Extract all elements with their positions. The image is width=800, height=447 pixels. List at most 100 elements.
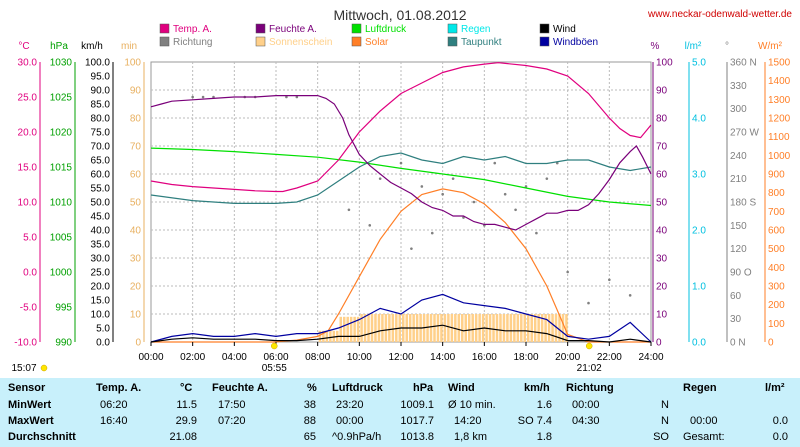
axis-tick-label: 990: [55, 338, 72, 349]
axis-tick-label: 30.0: [18, 58, 38, 69]
sunshine-bar: [353, 316, 356, 342]
sunshine-bar: [561, 314, 565, 342]
header-direction: Richtung: [566, 382, 614, 394]
direction-point: [285, 95, 288, 99]
sunshine-bar: [537, 314, 540, 342]
site-url[interactable]: www.neckar-odenwald-wetter.de: [647, 9, 792, 20]
sunshine-bar: [322, 330, 325, 342]
sunshine-bar: [360, 314, 363, 342]
sunshine-bar: [433, 314, 436, 342]
sunshine-bar: [367, 314, 370, 342]
table-row-max: MaxWert 16:40 29.9 07:20 88 00:00 1017.7…: [0, 414, 800, 429]
axis-tick-label: 25.0: [91, 268, 111, 279]
direction-point: [545, 177, 549, 180]
sunshine-bar: [533, 314, 537, 342]
cell: 1.6: [536, 399, 552, 411]
sunshine-bar: [474, 314, 478, 342]
sunshine-bar: [391, 314, 395, 342]
axis-tick-label: 150: [730, 221, 747, 232]
axis-tick-label: 0.0: [96, 338, 110, 349]
direction-point: [191, 95, 194, 99]
table-row-min: MinWert 06:20 11.5 17:50 38 23:20 1009.1…: [0, 398, 800, 413]
plot-grid: [151, 62, 651, 342]
sunshine-bar: [457, 314, 461, 342]
sunshine-bar: [332, 330, 336, 342]
sunshine-bar: [499, 314, 502, 342]
axis-tick-label: 40.0: [91, 226, 111, 237]
direction-point: [503, 192, 507, 196]
legend-label: Taupunkt: [461, 37, 502, 48]
series-line: [150, 95, 652, 231]
axis-tick-label: 400: [768, 263, 785, 274]
legend-swatch: [539, 36, 550, 47]
table-header-row: Sensor Temp. A. °C Feuchte A. % Luftdruc…: [0, 381, 800, 396]
chart-axes: °C 30.0 25.0 20.0 15.0 10.0 5.0 0.0 -5.0 -10.0 hPa…: [14, 41, 790, 349]
legend-label: Temp. A.: [173, 24, 212, 35]
sunshine-bar: [429, 314, 433, 342]
axis-tick-label: 0.0: [692, 338, 706, 349]
sunshine-bar: [516, 314, 520, 342]
axis-tick-label: 100: [124, 58, 141, 69]
legend-swatch: [447, 23, 458, 34]
cell: 06:20: [100, 399, 128, 411]
direction-point: [420, 185, 424, 188]
direction-point: [608, 278, 611, 282]
sunshine-bar: [377, 314, 381, 342]
axis-tick-label: 20: [656, 282, 668, 293]
sunshine-bar: [527, 314, 530, 342]
axis-tick-label: 90.0: [91, 86, 111, 97]
sunshine-bar: [464, 314, 467, 342]
axis-tick-label: 0 N: [730, 338, 746, 349]
axis-unit: W/m²: [758, 41, 783, 52]
axis-tick-label: 60: [656, 170, 668, 181]
axis-tick-label: 30.0: [91, 254, 111, 265]
series-line: [150, 324, 652, 343]
cell: Ø 10 min.: [448, 399, 496, 411]
sunshine-bar: [349, 316, 353, 342]
sunshine-bar: [346, 316, 349, 342]
cell: 1,8 km: [454, 431, 488, 443]
sunrise-label: 05:55: [262, 363, 287, 374]
direction-point: [201, 95, 205, 99]
cell: 0.0: [772, 415, 788, 427]
legend-swatch: [447, 36, 458, 47]
axis-unit: °: [725, 41, 729, 52]
sunshine-bar: [547, 314, 551, 342]
sunshine-bar: [558, 314, 561, 342]
legend-swatch: [159, 36, 170, 47]
cell: 00:00: [690, 415, 718, 427]
sunshine-bar: [502, 314, 506, 342]
statistics-table: Sensor Temp. A. °C Feuchte A. % Luftdruc…: [0, 378, 800, 447]
cell: ^0.9hPa/h: [332, 431, 382, 443]
cell: Gesamt:: [683, 431, 725, 443]
axis-tick-label: 330: [730, 81, 747, 92]
axis-tick-label: 1015: [50, 163, 73, 174]
direction-point: [566, 270, 569, 274]
axis-tick-label: 15.0: [18, 163, 38, 174]
legend-label: Regen: [461, 24, 490, 35]
sunshine-bar: [381, 314, 384, 342]
axis-tick-label: 85.0: [91, 100, 111, 111]
axis-tick-label: 100.0: [85, 58, 110, 69]
axis-tick-label: 30: [730, 314, 742, 325]
direction-point: [410, 247, 413, 250]
cell: 04:30: [572, 415, 600, 427]
sunshine-bar: [384, 314, 388, 342]
sunrise-icon: [271, 342, 278, 350]
x-tick-label: 04:00: [222, 352, 247, 363]
header-pressure-unit: hPa: [413, 382, 434, 394]
axis-tick-label: 1500: [768, 58, 791, 69]
cell: 17:50: [218, 399, 246, 411]
direction-point: [368, 224, 372, 227]
row-label: MaxWert: [8, 415, 54, 427]
axis-tick-label: -5.0: [20, 303, 38, 314]
legend-swatch: [159, 23, 170, 34]
x-tick-label: 06:00: [263, 352, 288, 363]
axis-tick-label: 10: [130, 310, 142, 321]
cell: 11.5: [176, 399, 197, 411]
axis-tick-label: 5.0: [692, 58, 706, 69]
sunset-label: 21:02: [577, 363, 602, 374]
header-wind: Wind: [448, 382, 475, 394]
x-axis: 00:00 02:00 04:00 06:00 08:00 10:00 12:00 14:00…: [11, 342, 664, 374]
x-tick-label: 10:00: [347, 352, 372, 363]
